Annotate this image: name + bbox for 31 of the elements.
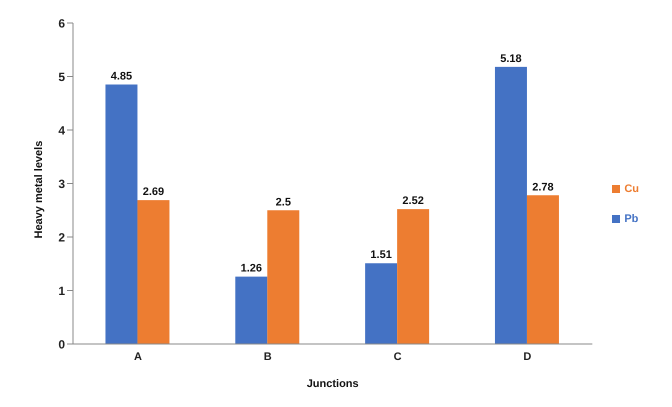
data-label: 2.52 — [402, 195, 424, 208]
bar — [105, 84, 138, 344]
y-tick-label: 5 — [58, 70, 66, 84]
y-tick-label: 6 — [58, 16, 66, 30]
x-axis-title: Junctions — [306, 378, 359, 390]
y-tick-label: 4 — [58, 123, 66, 138]
data-label: 5.18 — [500, 52, 522, 65]
data-label: 4.85 — [110, 70, 132, 83]
x-tick-label: C — [394, 350, 402, 363]
y-tick-label: 1 — [58, 284, 66, 298]
y-axis-title: Heavy metal levels — [32, 140, 45, 238]
x-tick-label: D — [523, 350, 532, 363]
bar — [235, 276, 268, 344]
bar — [526, 195, 559, 344]
legend-label: Pb — [624, 212, 638, 224]
y-tick-label: 3 — [58, 176, 66, 191]
data-label: 2.78 — [532, 181, 554, 194]
data-label: 2.5 — [276, 196, 291, 208]
y-tick-label: 2 — [58, 230, 66, 244]
x-tick-label: B — [264, 350, 272, 363]
data-label: 1.51 — [370, 249, 392, 262]
bar — [397, 209, 430, 344]
bar — [137, 200, 170, 344]
y-tick-label: 0 — [58, 337, 66, 352]
data-label: 1.26 — [240, 262, 262, 275]
data-label: 2.69 — [142, 186, 164, 198]
bar — [267, 210, 300, 344]
bar — [365, 263, 398, 344]
bar — [494, 66, 527, 344]
x-tick-label: A — [134, 350, 142, 363]
legend-label: Cu — [624, 182, 639, 194]
